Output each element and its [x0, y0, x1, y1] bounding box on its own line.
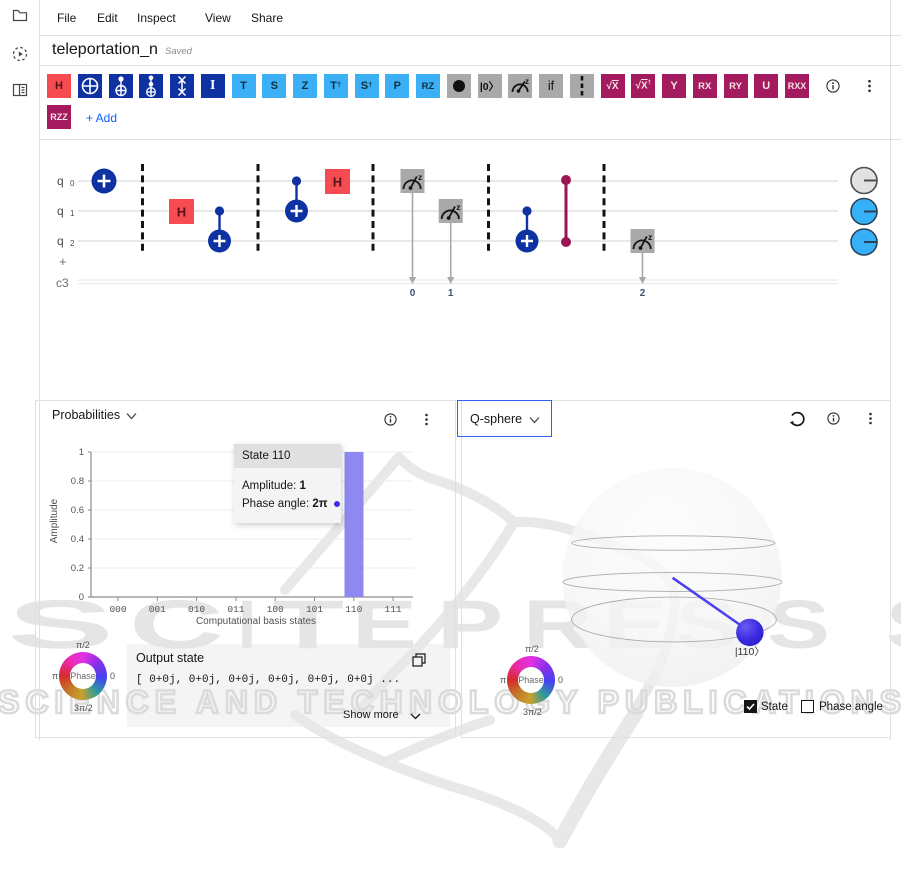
svg-text:z: z: [456, 202, 460, 212]
svg-text:2: 2: [640, 288, 646, 299]
svg-text:100: 100: [267, 604, 284, 615]
svg-text:2: 2: [70, 239, 75, 248]
svg-text:000: 000: [109, 604, 126, 615]
svg-text:111: 111: [385, 604, 402, 615]
svg-text:H: H: [333, 175, 342, 190]
svg-text:1: 1: [70, 209, 75, 218]
svg-text:Computational basis states: Computational basis states: [196, 616, 316, 627]
svg-text:110: 110: [345, 604, 362, 615]
svg-text:P: P: [437, 586, 503, 663]
svg-text:S: S: [7, 586, 114, 663]
svg-text:0.6: 0.6: [71, 505, 84, 516]
svg-text:010: 010: [188, 604, 205, 615]
svg-text:|110〉: |110〉: [735, 646, 765, 658]
svg-text:c3: c3: [56, 276, 69, 290]
svg-text:0: 0: [79, 592, 84, 603]
svg-text:T: T: [272, 586, 344, 663]
svg-text:H: H: [177, 205, 186, 220]
svg-text:0.2: 0.2: [71, 563, 84, 574]
svg-text:q: q: [57, 174, 64, 188]
svg-text:101: 101: [306, 604, 323, 615]
svg-text:q: q: [57, 234, 64, 248]
svg-text:z: z: [525, 77, 529, 86]
svg-text:011: 011: [227, 604, 244, 615]
svg-text:q: q: [57, 204, 64, 218]
svg-text:001: 001: [149, 604, 166, 615]
svg-text:z: z: [418, 172, 422, 182]
svg-text:0.4: 0.4: [71, 534, 84, 545]
svg-text:0: 0: [70, 179, 75, 188]
svg-text:C: C: [129, 586, 224, 663]
svg-text:Amplitude: Amplitude: [49, 498, 60, 543]
svg-text:1: 1: [79, 447, 84, 458]
svg-text:0.8: 0.8: [71, 476, 84, 487]
svg-text:I: I: [238, 586, 256, 663]
svg-text:z: z: [648, 232, 652, 242]
svg-text:1: 1: [448, 288, 454, 299]
svg-text:S: S: [886, 586, 901, 663]
svg-text:E: E: [352, 586, 417, 663]
svg-text:+: +: [59, 254, 67, 269]
svg-text:0: 0: [410, 288, 416, 299]
